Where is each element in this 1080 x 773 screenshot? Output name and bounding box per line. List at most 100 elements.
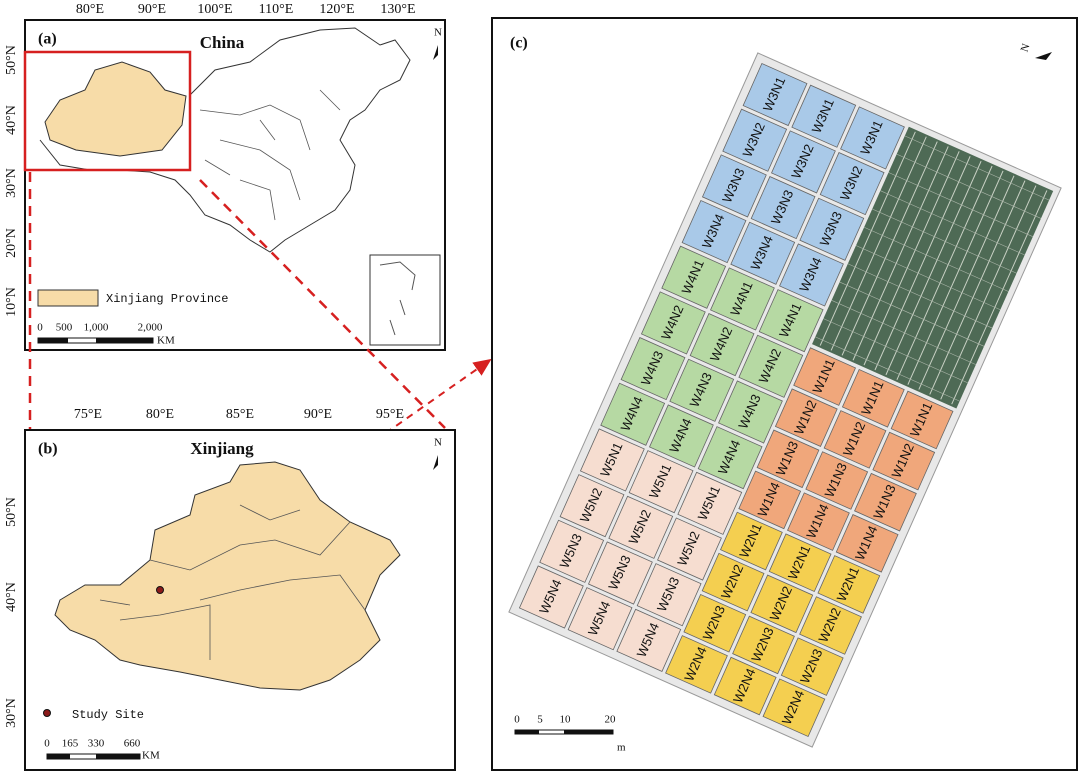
north-label: N [434,27,442,39]
prefecture-borders [99,504,366,660]
plot [518,565,584,629]
scale-label: 0 [514,714,520,726]
field: W3N1W3N1W3N1W3N2W3N2W3N2W3N3W3N3W3N3W3N4… [508,52,1062,748]
plot [677,471,743,535]
plot [774,388,838,447]
legend-marker [43,709,51,717]
latitude-label: 30°N [4,698,19,728]
plot [854,472,917,532]
scale-label: 20 [605,714,617,726]
crop-row [951,190,1048,405]
plot [750,574,814,634]
south-sea-inset [369,254,441,346]
longitude-label: 80°E [146,407,174,422]
panel-label: (b) [38,441,58,458]
plot [701,552,765,612]
plot [683,593,747,653]
scale-label: 2,000 [138,322,163,334]
latitude-label: 50°N [4,497,19,527]
crop-gap [896,153,1042,219]
crop-gap [855,245,1001,311]
plot [742,62,808,127]
plot [669,358,735,422]
crop-row [841,141,938,356]
scale-label: 1,000 [84,322,109,334]
plot [701,154,767,218]
crop-gap [847,263,993,329]
plot [771,130,836,194]
plot [718,380,783,444]
plot [758,289,824,353]
plot [608,495,674,559]
legend-label: Study Site [72,708,144,722]
scale-bar-segment [38,338,68,343]
plot [600,382,666,446]
plot [720,511,783,571]
scale-bar-segment [47,754,70,759]
longitude-label: 90°E [138,2,166,17]
plot [628,450,694,514]
scale-label: 500 [56,322,73,334]
scale-label: 10 [560,714,572,726]
longitude-label: 85°E [226,407,254,422]
plot [730,221,796,285]
crop-gap [872,208,1017,274]
plot [587,541,653,605]
plot [738,470,802,530]
plot [768,533,832,593]
scale-unit: m [617,742,626,754]
plot [722,108,788,172]
plot [799,197,865,261]
crop-row [929,180,1026,395]
scale-bar-segment [96,338,153,343]
crop-gap [823,318,968,384]
xinjiang-shape [44,61,187,157]
plot [840,106,905,170]
scale-label: 0 [37,322,43,334]
crop-gap [880,190,1025,256]
crop-gap [904,135,1050,201]
crop-gap [888,172,1033,237]
legend-swatch [37,289,99,307]
plot [890,390,954,450]
plot [732,615,795,675]
legend-label: Xinjiang Province [106,292,228,306]
crop-gap [831,300,977,365]
plot [791,84,857,148]
plot [539,519,605,583]
plot [620,337,686,401]
latitude-label: 40°N [4,582,19,612]
plot [640,291,706,355]
longitude-label: 90°E [304,407,332,422]
longitude-label: 100°E [197,2,232,17]
scale-unit: KM [142,750,160,762]
plot [681,200,747,264]
plot [713,656,777,716]
longitude-label: 130°E [380,2,415,17]
crop-row [819,131,916,346]
crop-gap [815,336,960,402]
scale-unit: KM [157,335,175,347]
longitude-label: 120°E [319,2,354,17]
plot [835,514,899,573]
scale-label: 330 [88,738,105,750]
scale-label: 5 [537,714,543,726]
plot [665,635,728,694]
province-borders [199,89,341,221]
crop-row [940,185,1037,400]
crop-gap [863,226,1009,292]
north-arrow [433,455,438,470]
china-outline [39,27,411,253]
north-arrow [433,45,438,60]
panel-title: China [200,33,245,52]
plot [787,492,850,551]
scale-bar-segment [515,730,539,734]
crop-row [918,175,1015,390]
panel-label: (c) [510,35,528,52]
crop-row [863,151,960,366]
latitude-label: 10°N [4,287,19,317]
plot [661,245,727,309]
latitude-label: 50°N [4,45,19,75]
plot [657,517,722,581]
crop-row [885,160,982,376]
